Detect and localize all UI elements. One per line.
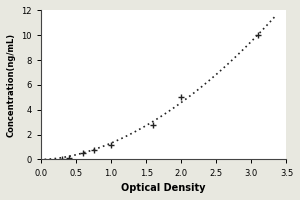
- Y-axis label: Concentration(ng/mL): Concentration(ng/mL): [7, 33, 16, 137]
- X-axis label: Optical Density: Optical Density: [122, 183, 206, 193]
